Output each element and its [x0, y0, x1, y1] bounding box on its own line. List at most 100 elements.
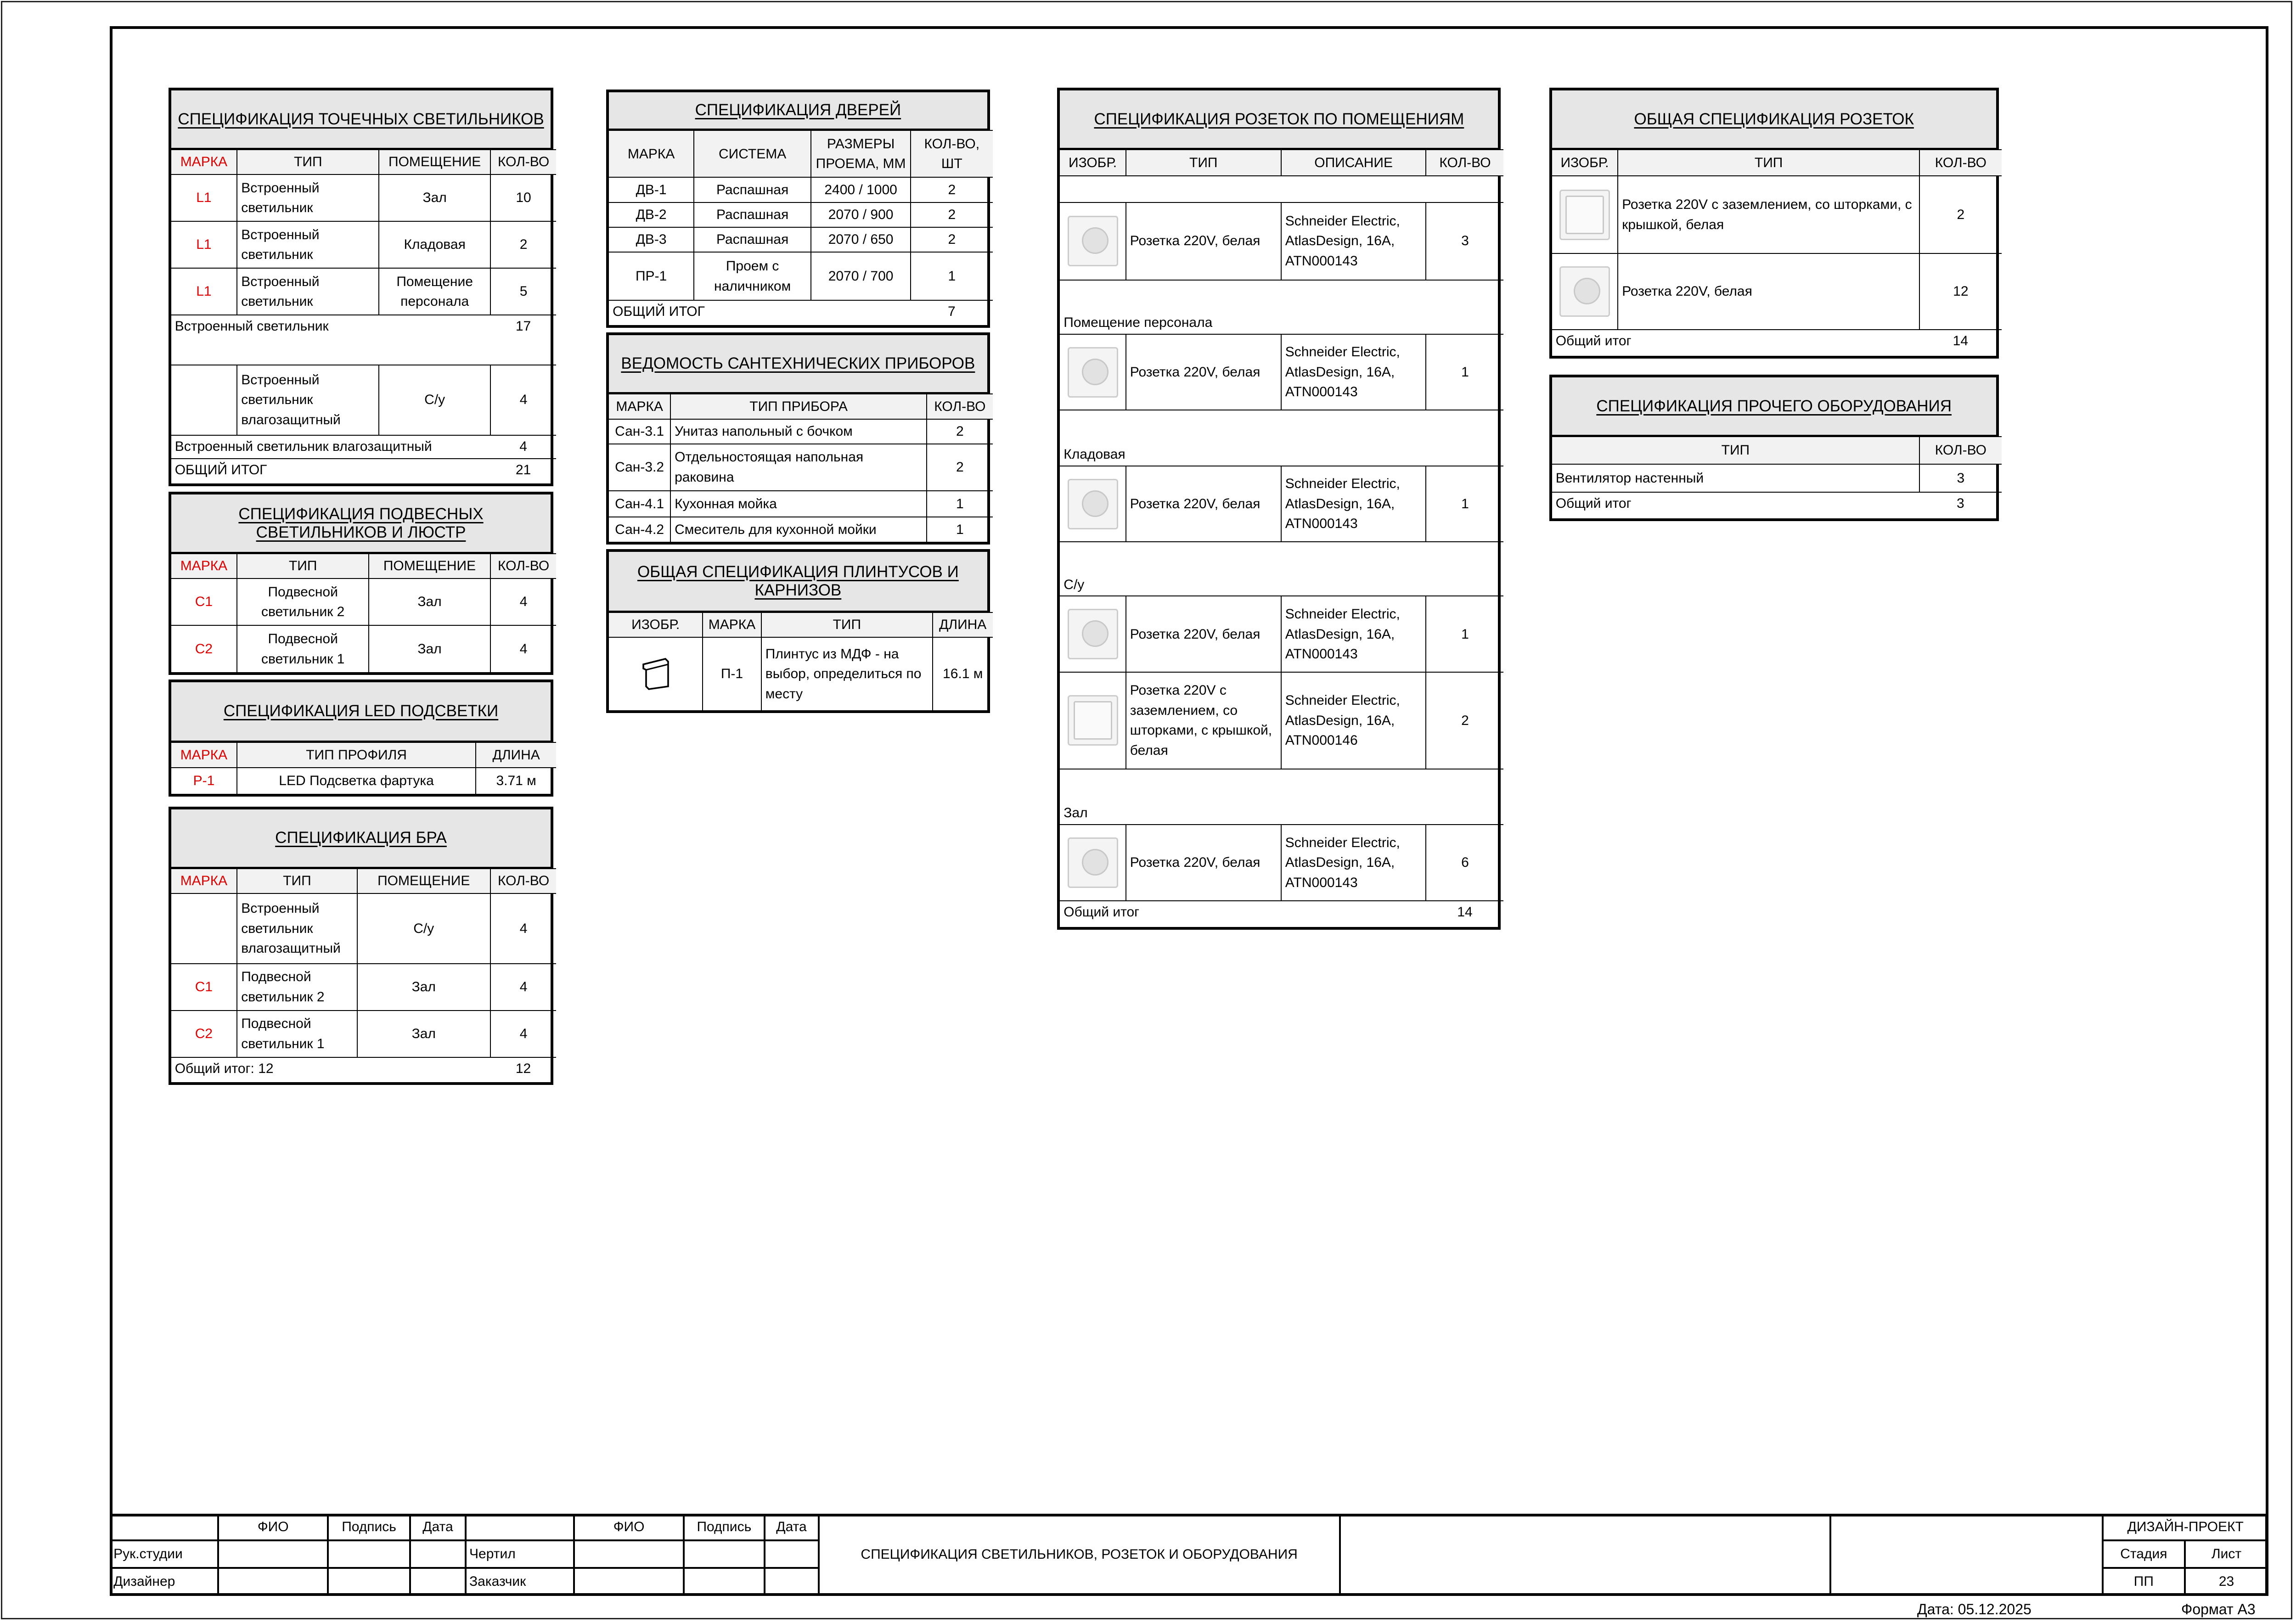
table-cell: ПР-1: [609, 252, 695, 301]
table-cell: 3: [1919, 464, 2002, 493]
column-header: МАРКА: [171, 553, 238, 579]
table-row: Встроенный светильник влагозащитный С/у 4: [171, 364, 557, 436]
column-header: ОПИСАНИЕ: [1280, 149, 1427, 177]
table-row: П-1 Плинтус из МДФ - на выбор, определить…: [609, 636, 993, 711]
column-header: ТИП: [1125, 149, 1282, 177]
group-label: Кладовая: [1060, 410, 1504, 466]
subtotal-value: 14: [1426, 900, 1504, 927]
column-header: ДЛИНА: [475, 742, 557, 768]
title-block-cell: [764, 1540, 819, 1568]
table-title: СПЕЦИФИКАЦИЯ LED ПОДСВЕТКИ: [171, 682, 551, 742]
schedule-table-t9: ОБЩАЯ СПЕЦИФИКАЦИЯ РОЗЕТОК ИЗОБР. ТИП КОЛ-В…: [1549, 88, 2002, 359]
table-cell: L1: [171, 174, 238, 222]
column-header: ТИП: [236, 149, 380, 175]
title-block-cell: [684, 1540, 765, 1568]
title-block-cell: [410, 1540, 466, 1568]
table-cell: 1: [1425, 595, 1504, 673]
table-cell: [1060, 202, 1126, 281]
subtotal-value: 17: [490, 314, 557, 365]
table-cell: 4: [490, 578, 557, 626]
table-cell: Распашная: [693, 177, 812, 203]
table-cell: 1: [926, 517, 993, 542]
table-cell: Schneider Electric, AtlasDesign, 16A, AT…: [1280, 202, 1427, 281]
header-row: МАРКА ТИП ПОМЕЩЕНИЕ КОЛ-ВО: [171, 149, 557, 175]
table-cell: LED Подсветка фартука: [236, 767, 476, 794]
table-cell: 12: [1919, 253, 2002, 331]
table-cell: Кухонная мойка: [670, 490, 928, 518]
title-block-cell: [574, 1540, 684, 1568]
column-header: ИЗОБР.: [1552, 149, 1619, 177]
header-row: ТИП КОЛ-ВО: [1552, 436, 2002, 465]
table-cell: 4: [490, 364, 557, 436]
table-cell: Помещение персонала: [378, 268, 491, 316]
schedule-table-t1: СПЕЦИФИКАЦИЯ ТОЧЕЧНЫХ СВЕТИЛЬНИКОВ МАРКА Т…: [168, 88, 557, 486]
table-row: C1 Подвесной светильник 2 Зал 4: [171, 578, 557, 626]
table-cell: 3: [1425, 202, 1504, 281]
title-block-drafted: Чертил: [466, 1540, 574, 1568]
table-row: Сан-3.2 Отдельностоящая напольная раковин…: [609, 443, 993, 491]
schedule-table-t7: ОБЩАЯ СПЕЦИФИКАЦИЯ ПЛИНТУСОВ И КАРНИЗОВ И…: [606, 549, 993, 713]
column-header: КОЛ-ВО: [1919, 436, 2002, 465]
table-cell: [1060, 595, 1126, 673]
table-row: C2 Подвесной светильник 1 Зал 4: [171, 625, 557, 673]
group-row: Кладовая: [1060, 410, 1504, 466]
group-label: Помещение персонала: [1060, 279, 1504, 335]
column-header: КОЛ-ВО: [490, 553, 557, 579]
column-header: КОЛ-ВО, ШТ: [910, 130, 993, 178]
table-cell: [609, 636, 703, 711]
table-cell: 3.71 м: [475, 767, 557, 794]
table-cell: Розетка 220V, белая: [1125, 595, 1282, 673]
column-header: МАРКА: [171, 149, 238, 175]
column-header: РАЗМЕРЫ ПРОЕМА, ММ: [810, 130, 911, 178]
table-cell: Встроенный светильник влагозащитный: [236, 893, 358, 964]
group-label: [1060, 175, 1504, 203]
table-cell: Проем с наличником: [693, 252, 812, 301]
subtotal-label: Встроенный светильник: [171, 314, 490, 365]
header-row: МАРКА СИСТЕМА РАЗМЕРЫ ПРОЕМА, ММ КОЛ-ВО, ШТ: [609, 130, 993, 178]
header-row: ИЗОБР. ТИП ОПИСАНИЕ КОЛ-ВО: [1060, 149, 1504, 177]
table-cell: 16.1 м: [932, 636, 993, 711]
table-cell: Зал: [356, 1010, 491, 1058]
table-cell: [171, 364, 238, 436]
table-grid: МАРКА ТИП ПОМЕЩЕНИЕ КОЛ-ВО C1 Подвесной свети…: [171, 553, 557, 673]
subtotal-value: 21: [490, 458, 557, 483]
table-cell: Schneider Electric, AtlasDesign, 16A, AT…: [1280, 672, 1427, 769]
table-cell: Встроенный светильник: [236, 221, 380, 269]
table-cell: 2: [926, 418, 993, 444]
table-cell: 1: [1425, 333, 1504, 411]
table-cell: Сан-4.2: [609, 517, 671, 542]
header-row: ИЗОБР. МАРКА ТИП ДЛИНА: [609, 612, 993, 638]
column-header: МАРКА: [171, 868, 238, 894]
schedule-table-t2: СПЕЦИФИКАЦИЯ ПОДВЕСНЫХ СВЕТИЛЬНИКОВ И ЛЮ…: [168, 492, 557, 675]
table-cell: Подвесной светильник 2: [236, 963, 358, 1011]
table-cell: C2: [171, 625, 238, 673]
table-cell: Schneider Electric, AtlasDesign, 16A, AT…: [1280, 333, 1427, 411]
table-cell: [1060, 824, 1126, 901]
column-header: КОЛ-ВО: [926, 393, 993, 420]
table-cell: [171, 893, 238, 964]
table-cell: 4: [490, 625, 557, 673]
table-grid: ТИП КОЛ-ВО Вентилятор настенный 3 Общий итог…: [1552, 436, 2002, 519]
subtotal-row: Общий итог: 12 12: [171, 1056, 557, 1083]
table-title: ВЕДОМОСТЬ САНТЕХНИЧЕСКИХ ПРИБОРОВ: [609, 335, 987, 394]
table-title: СПЕЦИФИКАЦИЯ ПРОЧЕГО ОБОРУДОВАНИЯ: [1552, 377, 1996, 436]
socket-lid-icon: [1067, 695, 1118, 746]
table-cell: С/у: [356, 893, 491, 964]
table-grid: ИЗОБР. МАРКА ТИП ДЛИНА П-1 Плинтус из МДФ - н…: [609, 612, 993, 711]
table-cell: [1552, 175, 1619, 254]
column-header: ТИП: [1552, 436, 1920, 465]
table-title: СПЕЦИФИКАЦИЯ ДВЕРЕЙ: [609, 92, 987, 130]
column-header: ТИП ПРОФИЛЯ: [236, 742, 476, 768]
title-block-stage-label: Стадия: [2103, 1540, 2185, 1568]
table-cell: Зал: [368, 625, 491, 673]
table-cell: Сан-3.1: [609, 418, 671, 444]
table-cell: П-1: [702, 636, 762, 711]
table-cell: Schneider Electric, AtlasDesign, 16A, AT…: [1280, 595, 1427, 673]
table-row: Сан-3.1 Унитаз напольный с бочком 2: [609, 418, 993, 444]
table-grid: МАРКА ТИП ПРОФИЛЯ ДЛИНА P-1 LED Подсветка фа…: [171, 742, 557, 794]
table-title: СПЕЦИФИКАЦИЯ РОЗЕТОК ПО ПОМЕЩЕНИЯМ: [1060, 90, 1498, 149]
socket-icon: [1067, 609, 1118, 660]
group-row: С/у: [1060, 541, 1504, 597]
column-header: МАРКА: [702, 612, 762, 638]
table-row: Сан-4.2 Смеситель для кухонной мойки 1: [609, 517, 993, 542]
